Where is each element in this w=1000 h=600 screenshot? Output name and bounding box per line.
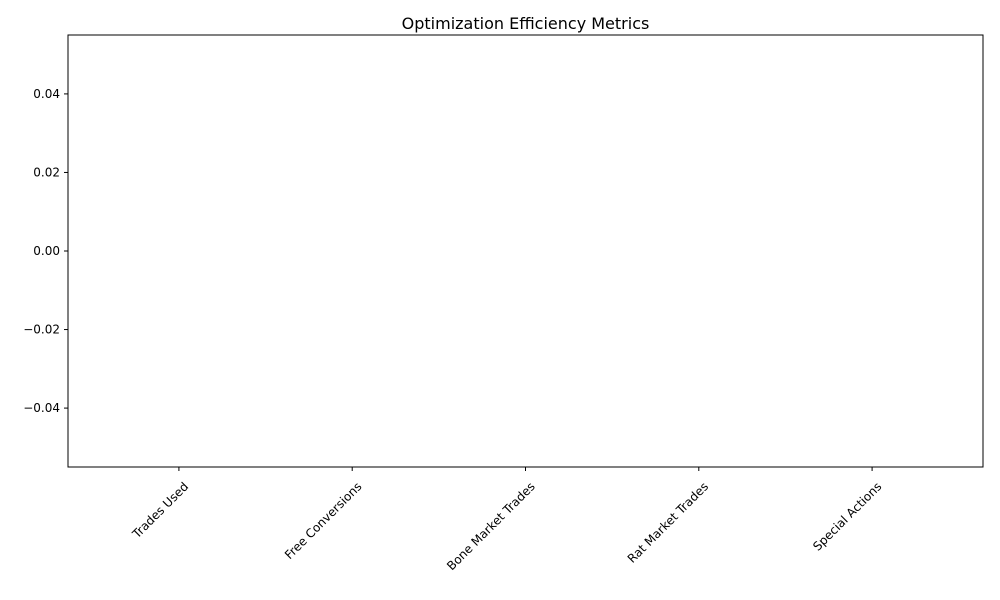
y-tick-label: 0.00 (33, 244, 60, 258)
y-tick-label: 0.02 (33, 165, 60, 179)
y-tick-label: 0.04 (33, 87, 60, 101)
plot-area (67, 34, 984, 468)
y-tick-label: −0.04 (23, 401, 60, 415)
y-tick-label: −0.02 (23, 323, 60, 337)
y-axis: 0.04 0.02 0.00 −0.02 −0.04 (23, 87, 68, 415)
chart-title: Optimization Efficiency Metrics (402, 14, 650, 33)
